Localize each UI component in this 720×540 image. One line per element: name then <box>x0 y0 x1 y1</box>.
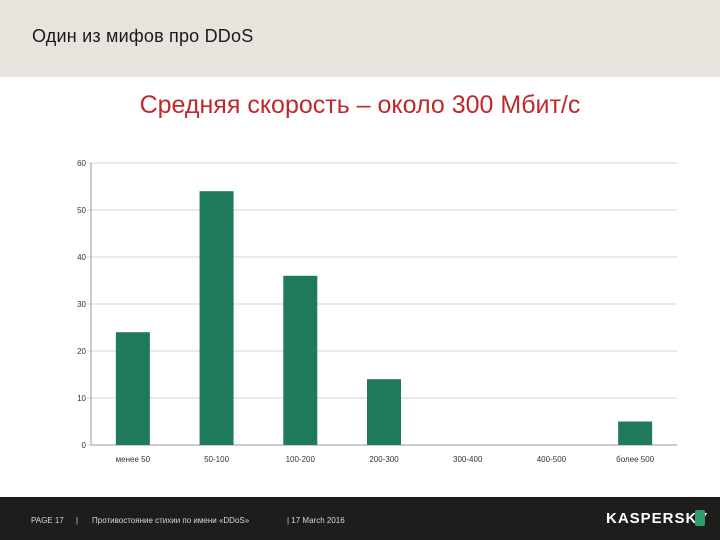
document-title: Противостояние стихии по имени «DDoS» <box>92 516 250 525</box>
bar <box>115 332 150 445</box>
bar <box>283 275 318 445</box>
y-tick-label: 30 <box>77 300 86 309</box>
x-tick-label: более 500 <box>616 455 655 464</box>
y-tick-label: 60 <box>77 159 86 168</box>
header-bar: Один из мифов про DDoS <box>0 0 720 77</box>
x-tick-label: 400-500 <box>537 455 567 464</box>
kaspersky-logo: KASPERSKY <box>606 510 709 527</box>
bar <box>367 379 401 445</box>
x-tick-label: менее 50 <box>116 455 151 464</box>
x-tick-label: 100-200 <box>286 455 316 464</box>
y-tick-label: 0 <box>82 441 87 450</box>
y-tick-label: 20 <box>77 347 86 356</box>
y-tick-label: 40 <box>77 253 86 262</box>
bar-chart: 0 10 20 30 40 50 60 менее 50 50-100 100-200 200-30… <box>77 159 677 464</box>
bar <box>618 421 653 445</box>
y-tick-label: 10 <box>77 394 86 403</box>
x-tick-label: 50-100 <box>204 455 229 464</box>
footer-separator: | <box>76 516 79 525</box>
logo-mark-icon <box>695 510 705 526</box>
page-number: PAGE 17 <box>31 516 64 525</box>
footer-bar: PAGE 17 | Противостояние стихии по имени… <box>0 497 720 540</box>
x-tick-label: 200-300 <box>369 455 399 464</box>
bar <box>199 191 234 445</box>
slide-title: Средняя скорость – около 300 Мбит/с <box>139 91 581 119</box>
x-tick-label: 300-400 <box>453 455 483 464</box>
y-tick-label: 50 <box>77 206 86 215</box>
presentation-date: | 17 March 2016 <box>287 516 345 525</box>
header-title: Один из мифов про DDoS <box>32 26 254 46</box>
